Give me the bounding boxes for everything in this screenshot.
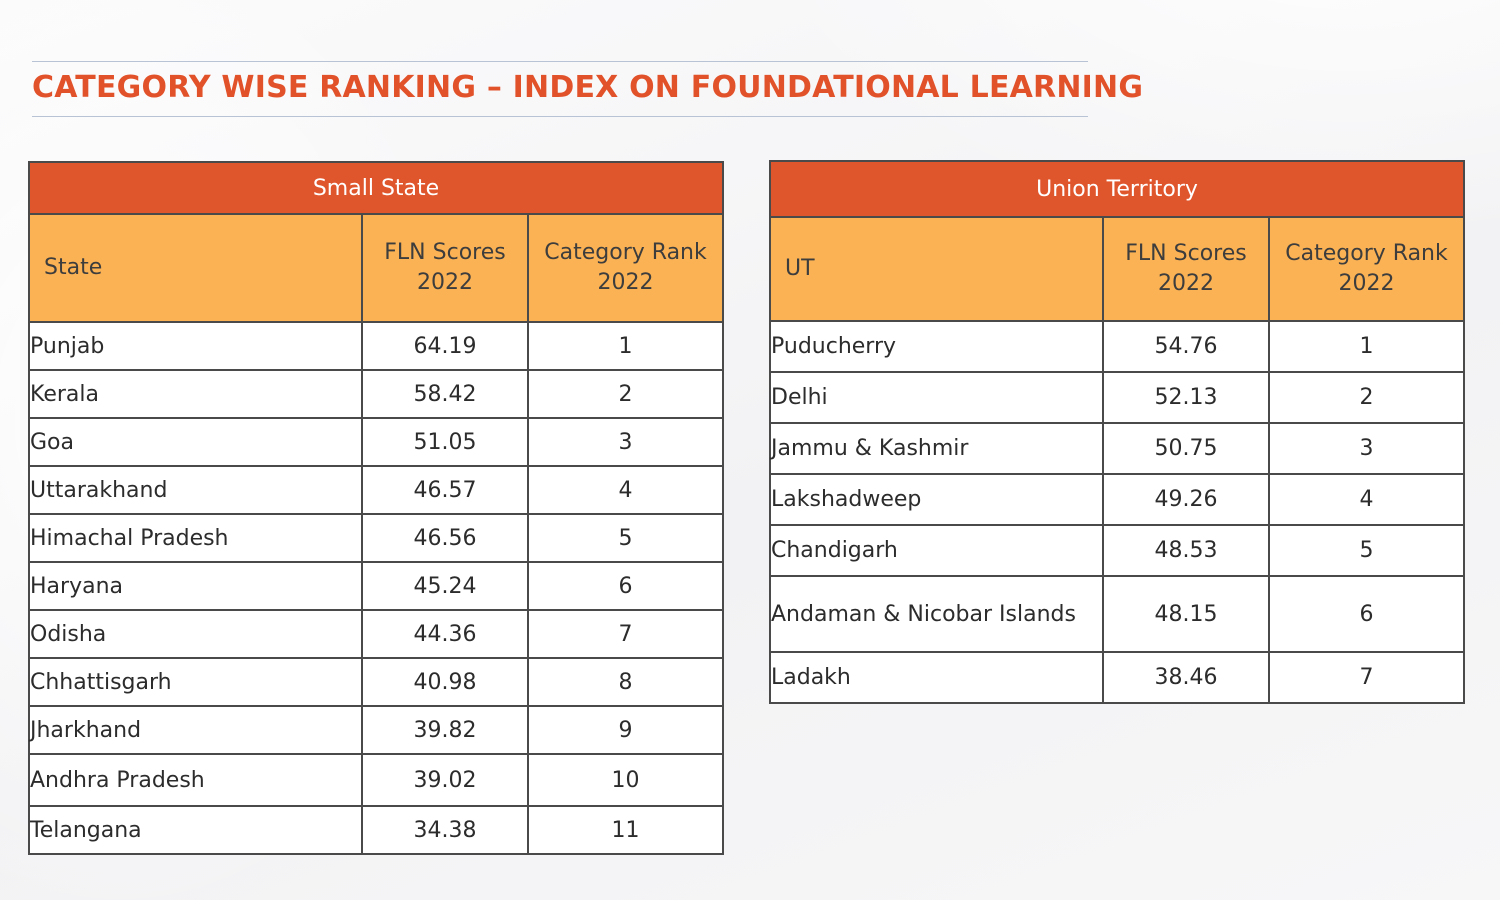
small-state-heading: Small State	[27, 161, 725, 215]
column-header-fln-scores: FLN Scores 2022	[361, 213, 529, 323]
union-territory-column-headers: UT FLN Scores 2022 Category Rank 2022	[769, 216, 1466, 322]
fln-score: 52.13	[1102, 371, 1270, 424]
table-row: Ladakh 38.46 7	[769, 651, 1466, 704]
category-rank: 3	[1267, 422, 1466, 475]
union-territory-table: Union Territory UT FLN Scores 2022 Categ…	[768, 160, 1466, 704]
category-rank: 2	[1267, 371, 1466, 424]
small-state-column-headers: State FLN Scores 2022 Category Rank 2022	[28, 213, 725, 323]
table-row: Andhra Pradesh 39.02 10	[28, 753, 725, 807]
fln-score: 45.24	[361, 561, 529, 611]
fln-score: 51.05	[361, 417, 529, 467]
column-header-category-rank: Category Rank 2022	[1267, 216, 1466, 322]
fln-score: 39.02	[361, 753, 529, 807]
state-name: Odisha	[28, 609, 363, 659]
ut-name: Delhi	[769, 371, 1104, 424]
category-rank: 3	[526, 417, 725, 467]
fln-score: 38.46	[1102, 651, 1270, 704]
fln-score: 48.15	[1102, 575, 1270, 653]
state-name: Kerala	[28, 369, 363, 419]
title-banner: CATEGORY WISE RANKING – INDEX ON FOUNDAT…	[32, 61, 1143, 117]
table-row: Uttarakhand 46.57 4	[28, 465, 725, 515]
category-rank: 8	[526, 657, 725, 707]
fln-score: 54.76	[1102, 320, 1270, 373]
category-rank: 10	[526, 753, 725, 807]
category-rank: 5	[526, 513, 725, 563]
fln-score: 58.42	[361, 369, 529, 419]
fln-score: 34.38	[361, 805, 529, 855]
ut-name: Puducherry	[769, 320, 1104, 373]
fln-score: 46.57	[361, 465, 529, 515]
category-rank: 4	[526, 465, 725, 515]
table-row: Haryana 45.24 6	[28, 561, 725, 611]
table-row: Goa 51.05 3	[28, 417, 725, 467]
category-rank: 9	[526, 705, 725, 755]
table-row: Lakshadweep 49.26 4	[769, 473, 1466, 526]
table-row: Chandigarh 48.53 5	[769, 524, 1466, 577]
page-title: CATEGORY WISE RANKING – INDEX ON FOUNDAT…	[32, 70, 1144, 105]
ut-name: Jammu & Kashmir	[769, 422, 1104, 475]
column-header-category-rank: Category Rank 2022	[526, 213, 725, 323]
table-row: Chhattisgarh 40.98 8	[28, 657, 725, 707]
union-territory-heading-row: Union Territory	[768, 160, 1466, 218]
category-rank: 5	[1267, 524, 1466, 577]
table-row: Andaman & Nicobar Islands 48.15 6	[769, 575, 1466, 653]
small-state-heading-row: Small State	[27, 161, 725, 215]
fln-score: 49.26	[1102, 473, 1270, 526]
fln-score: 48.53	[1102, 524, 1270, 577]
table-row: Punjab 64.19 1	[28, 321, 725, 371]
state-name: Haryana	[28, 561, 363, 611]
fln-score: 64.19	[361, 321, 529, 371]
state-name: Andhra Pradesh	[28, 753, 363, 807]
state-name: Uttarakhand	[28, 465, 363, 515]
ut-name: Andaman & Nicobar Islands	[769, 575, 1104, 653]
table-row: Kerala 58.42 2	[28, 369, 725, 419]
state-name: Goa	[28, 417, 363, 467]
category-rank: 6	[1267, 575, 1466, 653]
state-name: Telangana	[28, 805, 363, 855]
table-row: Himachal Pradesh 46.56 5	[28, 513, 725, 563]
small-state-table: Small State State FLN Scores 2022 Catego…	[27, 161, 725, 855]
table-row: Delhi 52.13 2	[769, 371, 1466, 424]
fln-score: 39.82	[361, 705, 529, 755]
ut-name: Lakshadweep	[769, 473, 1104, 526]
table-row: Puducherry 54.76 1	[769, 320, 1466, 373]
category-rank: 4	[1267, 473, 1466, 526]
ut-name: Ladakh	[769, 651, 1104, 704]
column-header-fln-scores: FLN Scores 2022	[1102, 216, 1270, 322]
state-name: Chhattisgarh	[28, 657, 363, 707]
category-rank: 6	[526, 561, 725, 611]
table-row: Telangana 34.38 11	[28, 805, 725, 855]
table-row: Odisha 44.36 7	[28, 609, 725, 659]
fln-score: 46.56	[361, 513, 529, 563]
category-rank: 11	[526, 805, 725, 855]
category-rank: 1	[1267, 320, 1466, 373]
table-row: Jammu & Kashmir 50.75 3	[769, 422, 1466, 475]
category-rank: 7	[1267, 651, 1466, 704]
fln-score: 44.36	[361, 609, 529, 659]
category-rank: 1	[526, 321, 725, 371]
column-header-state: State	[28, 213, 363, 323]
fln-score: 50.75	[1102, 422, 1270, 475]
fln-score: 40.98	[361, 657, 529, 707]
state-name: Punjab	[28, 321, 363, 371]
column-header-ut: UT	[769, 216, 1104, 322]
category-rank: 7	[526, 609, 725, 659]
table-row: Jharkhand 39.82 9	[28, 705, 725, 755]
ut-name: Chandigarh	[769, 524, 1104, 577]
state-name: Jharkhand	[28, 705, 363, 755]
union-territory-heading: Union Territory	[768, 160, 1466, 218]
state-name: Himachal Pradesh	[28, 513, 363, 563]
category-rank: 2	[526, 369, 725, 419]
